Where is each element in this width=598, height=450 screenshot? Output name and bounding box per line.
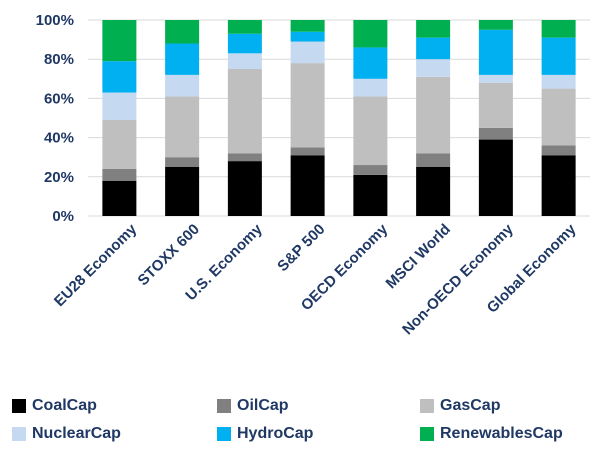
x-category-label: EU28 Economy xyxy=(51,220,141,310)
bar-segment-hydrocap xyxy=(478,29,513,75)
bar-segment-coalcap xyxy=(478,139,513,216)
bar-segment-nuclearcap xyxy=(353,78,388,97)
y-tick-label: 40% xyxy=(44,130,74,147)
legend-swatch xyxy=(217,427,231,441)
bar-segment-oilcap xyxy=(227,153,262,162)
bar-segment-coalcap xyxy=(102,180,137,216)
legend-label: RenewablesCap xyxy=(440,425,563,442)
bar-segment-renewablescap xyxy=(353,20,388,48)
y-axis-tick-labels: 0% 20% 40% 60% 80% 100% xyxy=(36,12,74,225)
legend-label: HydroCap xyxy=(237,425,314,442)
legend-item-nuclearcap: NuclearCap xyxy=(12,425,121,443)
legend-item-gascap: GasCap xyxy=(420,397,500,415)
legend-swatch xyxy=(12,399,26,413)
legend-label: OilCap xyxy=(237,397,289,414)
legend: CoalCap OilCap GasCap NuclearCap HydroCap Ren… xyxy=(12,393,598,450)
bar-segment-gascap xyxy=(165,96,200,158)
bar-segment-coalcap xyxy=(416,167,451,216)
y-tick-label: 100% xyxy=(36,12,74,29)
y-tick-label: 20% xyxy=(44,169,74,186)
bar-segment-gascap xyxy=(541,88,576,146)
legend-item-renewablescap: RenewablesCap xyxy=(420,425,563,443)
legend-item-oilcap: OilCap xyxy=(217,397,289,415)
legend-swatch xyxy=(420,427,434,441)
bar-segment-gascap xyxy=(353,96,388,166)
bar-segment-renewablescap xyxy=(478,20,513,30)
y-tick-label: 0% xyxy=(52,208,74,225)
bar-segment-nuclearcap xyxy=(165,74,200,97)
bar-segment-gascap xyxy=(478,82,513,128)
bar-segment-hydrocap xyxy=(541,37,576,75)
legend-item-coalcap: CoalCap xyxy=(12,397,97,415)
bar-segment-hydrocap xyxy=(353,47,388,79)
legend-label: CoalCap xyxy=(32,397,97,414)
bar-segment-gascap xyxy=(227,69,262,154)
bar-segment-nuclearcap xyxy=(541,74,576,89)
bar-segment-nuclearcap xyxy=(290,41,325,64)
bar-segment-oilcap xyxy=(165,157,200,167)
bar-segment-oilcap xyxy=(478,127,513,140)
bar-segment-renewablescap xyxy=(541,20,576,38)
legend-label: GasCap xyxy=(440,397,501,414)
bar-segment-oilcap xyxy=(353,165,388,175)
bar-segment-renewablescap xyxy=(227,20,262,34)
bar-segment-gascap xyxy=(290,63,325,148)
bar-segment-coalcap xyxy=(353,174,388,216)
bar-segment-renewablescap xyxy=(290,20,325,32)
bar-segment-coalcap xyxy=(227,161,262,216)
x-category-label: STOXX 600 xyxy=(135,221,203,289)
bar-segment-hydrocap xyxy=(102,61,137,93)
bar-segment-hydrocap xyxy=(165,43,200,75)
bar-segment-coalcap xyxy=(541,155,576,216)
bar-segment-gascap xyxy=(416,76,451,154)
x-category-label: Non-OECD Economy xyxy=(399,220,517,338)
y-tick-label: 60% xyxy=(44,90,74,107)
gridlines xyxy=(88,19,590,217)
bar-segment-coalcap xyxy=(165,167,200,216)
bar-segment-nuclearcap xyxy=(416,59,451,77)
legend-swatch xyxy=(217,399,231,413)
bar-segment-oilcap xyxy=(290,147,325,156)
x-category-label: S&P 500 xyxy=(274,221,328,275)
bar-segment-hydrocap xyxy=(416,37,451,60)
legend-label: NuclearCap xyxy=(32,425,121,442)
bar-segment-oilcap xyxy=(541,145,576,156)
bar-segment-oilcap xyxy=(102,168,137,181)
bar-segment-renewablescap xyxy=(102,20,137,62)
bar-segment-nuclearcap xyxy=(478,74,513,83)
bar-segment-hydrocap xyxy=(290,31,325,42)
bar-segment-oilcap xyxy=(416,153,451,167)
legend-swatch xyxy=(420,399,434,413)
legend-item-hydrocap: HydroCap xyxy=(217,425,313,443)
bar-segment-nuclearcap xyxy=(227,53,262,69)
bar-segment-renewablescap xyxy=(165,20,200,44)
bar-segment-coalcap xyxy=(290,155,325,216)
bar-segment-nuclearcap xyxy=(102,92,137,120)
bar-segment-hydrocap xyxy=(227,33,262,54)
bar-segment-renewablescap xyxy=(416,20,451,38)
bars xyxy=(102,20,576,216)
y-tick-label: 80% xyxy=(44,51,74,68)
legend-swatch xyxy=(12,427,26,441)
bar-segment-gascap xyxy=(102,119,137,169)
